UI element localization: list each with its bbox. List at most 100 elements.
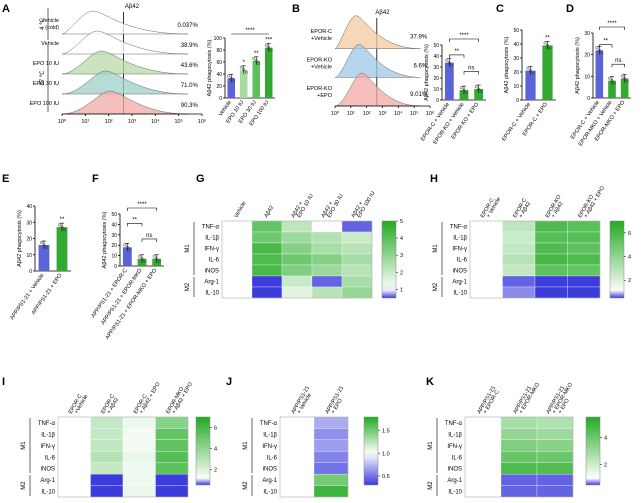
histogram-panel-A1: Aβ420.037%Vehicle(cold)38.9%Vehicle43.6%… [30, 4, 207, 125]
heatmap-I: TNF-αIL-1βIFN-γIL-6iNOSArg-1IL-10M1M2EPO… [21, 381, 217, 498]
heatmap-cell [90, 462, 124, 475]
heatmap-cell [221, 242, 253, 255]
y-tick-label: 0 [516, 98, 519, 104]
colorbar-tick-label: 1.5 [382, 429, 390, 435]
heatmap-cell [567, 253, 601, 266]
heatmap-cell [221, 253, 253, 266]
bar [265, 47, 273, 98]
heatmap-cell [251, 275, 283, 288]
heatmap-cell [90, 485, 124, 498]
heatmap-cell [251, 242, 283, 255]
heatmap-cell [311, 220, 343, 233]
data-point [227, 74, 231, 78]
colorbar [363, 416, 379, 486]
histogram-track-label: Vehicle [41, 41, 59, 47]
heatmap-cell [122, 485, 156, 498]
heatmap-row-label: iNOS [448, 467, 462, 473]
y-tick-label: 30 [513, 56, 519, 62]
y-tick-label: 20 [111, 243, 117, 249]
data-point [447, 61, 451, 65]
group-label: M1 [21, 441, 27, 450]
heatmap-cell [279, 462, 315, 475]
bar [459, 90, 469, 100]
heatmap-cell [155, 485, 189, 498]
heatmap-cell [500, 428, 538, 441]
data-point [623, 77, 627, 80]
data-point [600, 51, 604, 55]
heatmap-cell [534, 275, 568, 288]
colorbar-tick-label: 4 [400, 236, 403, 242]
data-point [63, 228, 66, 232]
histogram-track [334, 72, 421, 107]
y-tick-label: 30 [111, 233, 117, 239]
panel-letter-I: I [2, 376, 5, 388]
heatmap-cell [279, 416, 315, 429]
histogram-track [61, 50, 189, 75]
histogram-track-label: +EPO [317, 93, 333, 99]
colorbar-tick-label: 2 [400, 270, 403, 276]
heatmap-cell [122, 428, 156, 441]
x-tick-label: 10⁵ [410, 110, 418, 117]
data-point [610, 79, 614, 83]
heatmap-cell [502, 253, 536, 266]
colorbar [585, 416, 601, 486]
heatmap-K: TNF-αIL-1βIFN-γIL-6iNOSArg-1IL-10M1M2APP… [428, 381, 607, 498]
significance-mark: ns [146, 233, 152, 239]
data-point [608, 76, 611, 80]
heatmap-row-label: IL-1β [263, 432, 277, 438]
heatmap-cell [536, 451, 574, 463]
heatmap-cell [502, 275, 536, 288]
data-point [140, 257, 144, 261]
heatmap-row-label: TNF-α [202, 225, 220, 231]
histogram-percent: 6.6% [413, 63, 427, 69]
x-tick-label: 10⁶ [198, 118, 206, 125]
heatmap-cell [567, 220, 601, 233]
colorbar-tick-label: 4 [628, 255, 631, 261]
y-tick-label: 10 [513, 84, 519, 90]
heatmap-cell [469, 275, 503, 288]
heatmap-cell [57, 451, 91, 463]
heatmap-row-label: IL-10 [448, 490, 462, 496]
data-point [58, 223, 61, 227]
colorbar-tick-label: 0.5 [382, 474, 390, 480]
y-tick-label: 50 [433, 43, 439, 49]
significance-mark: ** [60, 217, 65, 223]
group-label: M2 [433, 282, 439, 291]
heatmap-row-label: Arg-1 [447, 478, 462, 484]
colorbar [381, 220, 397, 299]
heatmap-cell [155, 473, 189, 486]
heatmap-cell [313, 439, 349, 452]
data-point [474, 85, 478, 88]
heatmap-row-label: Arg-1 [204, 280, 219, 286]
heatmap-cell [536, 416, 574, 429]
panel-letter-E: E [2, 173, 9, 185]
histogram-percent: 37.9% [410, 35, 428, 41]
bar [240, 69, 248, 98]
heatmap-cell [279, 439, 315, 452]
bar [595, 50, 604, 98]
colorbar [609, 220, 625, 299]
histogram-percent: 71.0% [181, 83, 199, 89]
heatmap-cell [534, 231, 568, 244]
heatmap-row-label: IL-6 [452, 455, 463, 461]
heatmap-cell [341, 286, 373, 299]
panel-letter-K: K [426, 376, 434, 388]
x-tick-label: 10⁵ [174, 118, 182, 125]
heatmap-cell [341, 253, 373, 266]
heatmap-cell [469, 242, 503, 255]
significance-mark: **** [137, 202, 147, 208]
heatmap-cell [90, 473, 124, 486]
heatmap-cell [534, 242, 568, 255]
y-axis-label: Aβ42 phagocytosis (%) [424, 44, 430, 101]
data-point [40, 241, 43, 244]
heatmap-row-label: Arg-1 [262, 478, 277, 484]
heatmap-row-label: IL-1β [205, 236, 219, 242]
heatmap-row-label: IL-6 [267, 455, 278, 461]
heatmap-cell [221, 275, 253, 288]
histogram-track-label: EPOR-KO [307, 86, 333, 92]
heatmap-H: TNF-αIL-1βIFN-γIL-6iNOSArg-1IL-10M1M2EPO… [433, 185, 631, 299]
histogram-track-label: +Vehicle [311, 36, 332, 42]
heatmap-cell [502, 231, 536, 244]
heatmap-cell [469, 220, 503, 233]
